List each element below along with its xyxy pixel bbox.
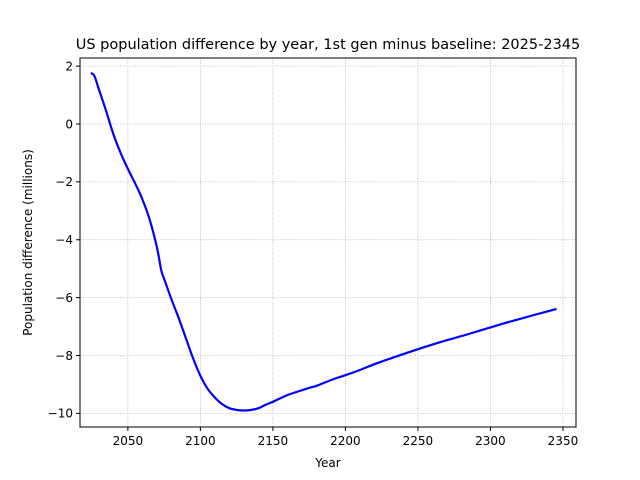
x-tick-label: 2150 (258, 434, 289, 448)
x-tick-label: 2350 (548, 434, 579, 448)
chart-title: US population difference by year, 1st ge… (76, 37, 581, 53)
x-tick-label: 2250 (403, 434, 434, 448)
grid-lines (80, 58, 576, 427)
y-tick-label: 2 (65, 59, 73, 73)
plot-area-frame (79, 57, 577, 428)
y-tick-label: −10 (48, 407, 73, 421)
y-tick-label: −4 (55, 233, 73, 247)
y-tick-label: 0 (65, 117, 73, 131)
x-tick-label: 2200 (330, 434, 361, 448)
y-tick-label: −2 (55, 175, 73, 189)
y-tick-label: −8 (55, 349, 73, 363)
x-tick-label: 2050 (113, 434, 144, 448)
x-axis-label: Year (314, 456, 340, 470)
series-line (90, 72, 557, 412)
x-tick-label: 2100 (185, 434, 216, 448)
y-axis-label: Population difference (millions) (21, 149, 35, 336)
axis-ticks: 2050 2100 2150 2200 2250 2300 2350 −10 −8 −6 −4 −2 0… (48, 59, 579, 448)
x-tick-label: 2300 (475, 434, 506, 448)
y-tick-label: −6 (55, 291, 73, 305)
series-layer (90, 72, 557, 412)
